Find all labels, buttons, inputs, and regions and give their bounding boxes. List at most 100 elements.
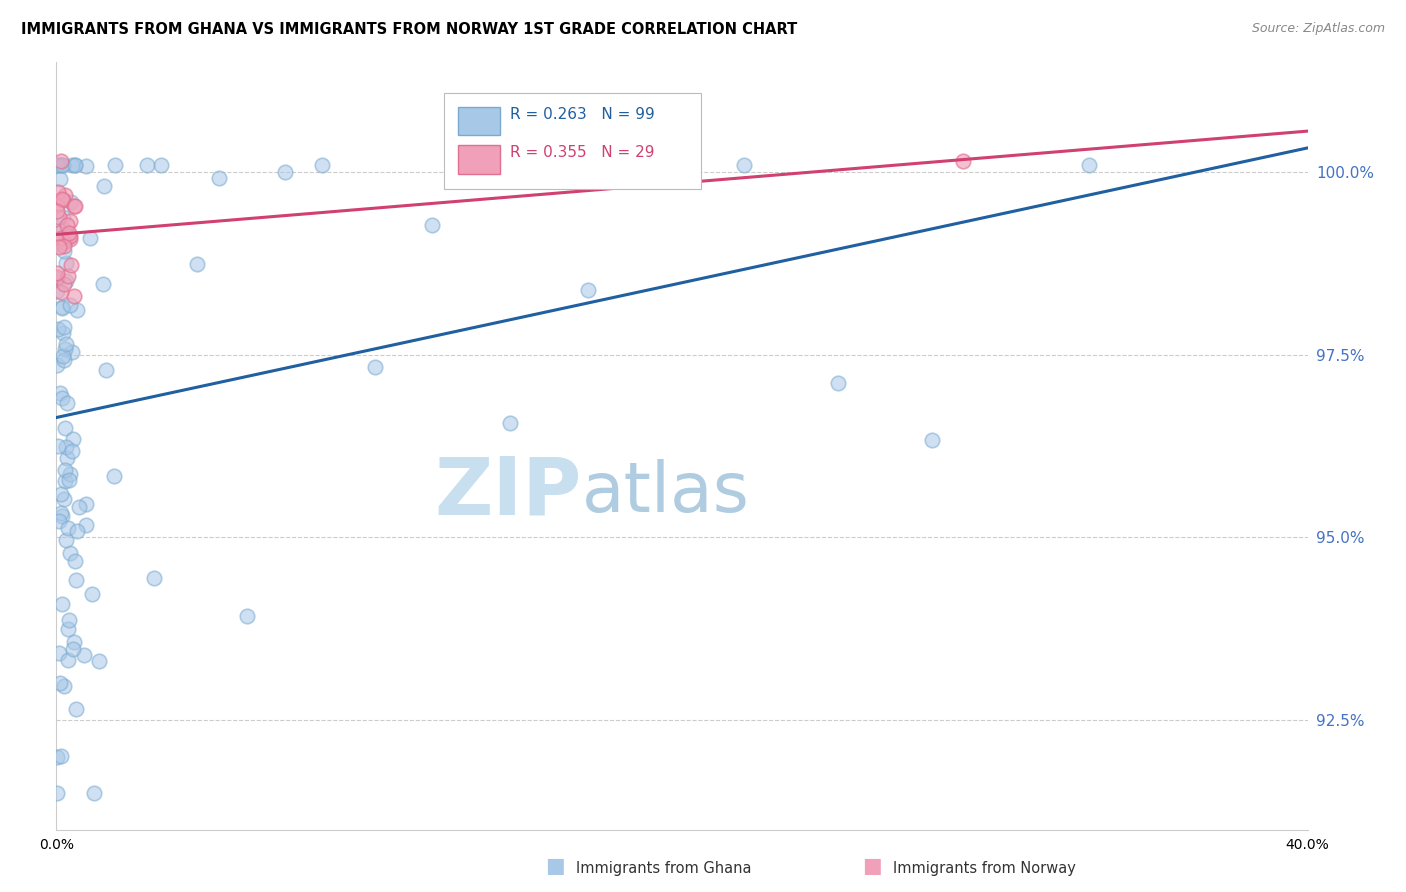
Point (75, 518, 97, 533)
Point (63, 554, 86, 568)
Point (51, 300, 73, 314)
Point (87, 654, 110, 668)
Text: Immigrants from Norway: Immigrants from Norway (893, 861, 1076, 876)
Point (58, 214, 80, 228)
Point (63, 158, 86, 172)
Point (60, 158, 83, 172)
Point (49, 487, 72, 501)
Point (56, 521, 79, 535)
Point (48, 226, 70, 240)
Point (48, 210, 70, 224)
Point (53, 421, 76, 435)
Point (364, 360, 387, 375)
Text: Immigrants from Ghana: Immigrants from Ghana (576, 861, 752, 876)
Point (58, 613, 80, 627)
Point (75, 497, 97, 511)
Point (655, 158, 678, 172)
Point (62, 635, 84, 649)
Point (56, 396, 79, 410)
Point (59, 229, 82, 244)
Point (51, 509, 73, 524)
Point (65, 573, 87, 587)
Point (46, 158, 69, 172)
Point (1077, 158, 1099, 172)
Point (48, 240, 70, 254)
Point (103, 469, 125, 483)
Point (52, 326, 75, 340)
Point (65, 303, 87, 318)
Point (46, 203, 69, 218)
Text: IMMIGRANTS FROM GHANA VS IMMIGRANTS FROM NORWAY 1ST GRADE CORRELATION CHART: IMMIGRANTS FROM GHANA VS IMMIGRANTS FROM… (21, 22, 797, 37)
Point (56, 622, 79, 636)
Point (55, 533, 77, 548)
Point (236, 609, 259, 624)
FancyBboxPatch shape (458, 145, 501, 174)
Point (52, 210, 75, 224)
Point (48, 646, 70, 660)
Point (56, 450, 79, 465)
Text: R = 0.355   N = 29: R = 0.355 N = 29 (510, 145, 655, 161)
Point (46, 358, 69, 372)
Point (60, 443, 83, 458)
Point (45, 749, 67, 764)
Point (73, 648, 96, 663)
Text: atlas: atlas (582, 458, 749, 525)
Point (46, 198, 69, 212)
Point (60, 194, 83, 209)
Point (52, 222, 75, 236)
Point (53, 187, 76, 202)
Point (576, 283, 599, 297)
Point (63, 289, 86, 303)
Point (63, 158, 86, 172)
Point (56, 653, 79, 667)
Point (136, 158, 159, 172)
Text: ■: ■ (546, 856, 565, 876)
Point (55, 274, 77, 288)
Point (142, 571, 165, 585)
FancyBboxPatch shape (458, 107, 501, 136)
Point (46, 266, 69, 280)
Point (499, 417, 522, 431)
Point (59, 546, 82, 560)
Point (420, 218, 443, 232)
Point (49, 748, 72, 763)
Point (58, 268, 80, 283)
FancyBboxPatch shape (444, 93, 700, 189)
Point (62, 199, 84, 213)
Point (75, 159, 97, 173)
Point (49, 154, 72, 169)
Point (208, 170, 231, 185)
Point (53, 463, 76, 477)
Point (91, 277, 114, 292)
Point (56, 218, 79, 232)
Point (46, 439, 69, 453)
Point (45, 284, 67, 298)
Point (150, 158, 173, 172)
Point (59, 258, 82, 272)
Point (46, 271, 69, 285)
Text: Source: ZipAtlas.com: Source: ZipAtlas.com (1251, 22, 1385, 36)
Point (51, 192, 73, 206)
Text: R = 0.263   N = 99: R = 0.263 N = 99 (510, 107, 655, 122)
Point (63, 199, 86, 213)
Point (827, 376, 849, 391)
Point (671, 172, 693, 186)
Point (734, 158, 756, 172)
Point (65, 702, 87, 716)
Point (52, 349, 75, 363)
Point (53, 491, 76, 506)
Point (952, 154, 974, 169)
Point (48, 158, 70, 172)
Point (62, 641, 84, 656)
Point (921, 434, 943, 448)
Point (66, 524, 89, 538)
Point (49, 506, 72, 520)
Point (93, 178, 115, 193)
Point (59, 298, 82, 312)
Point (82, 587, 104, 601)
Point (52, 680, 75, 694)
Point (48, 385, 70, 400)
Point (51, 391, 73, 405)
Text: ZIP: ZIP (434, 453, 582, 531)
Point (51, 158, 73, 172)
